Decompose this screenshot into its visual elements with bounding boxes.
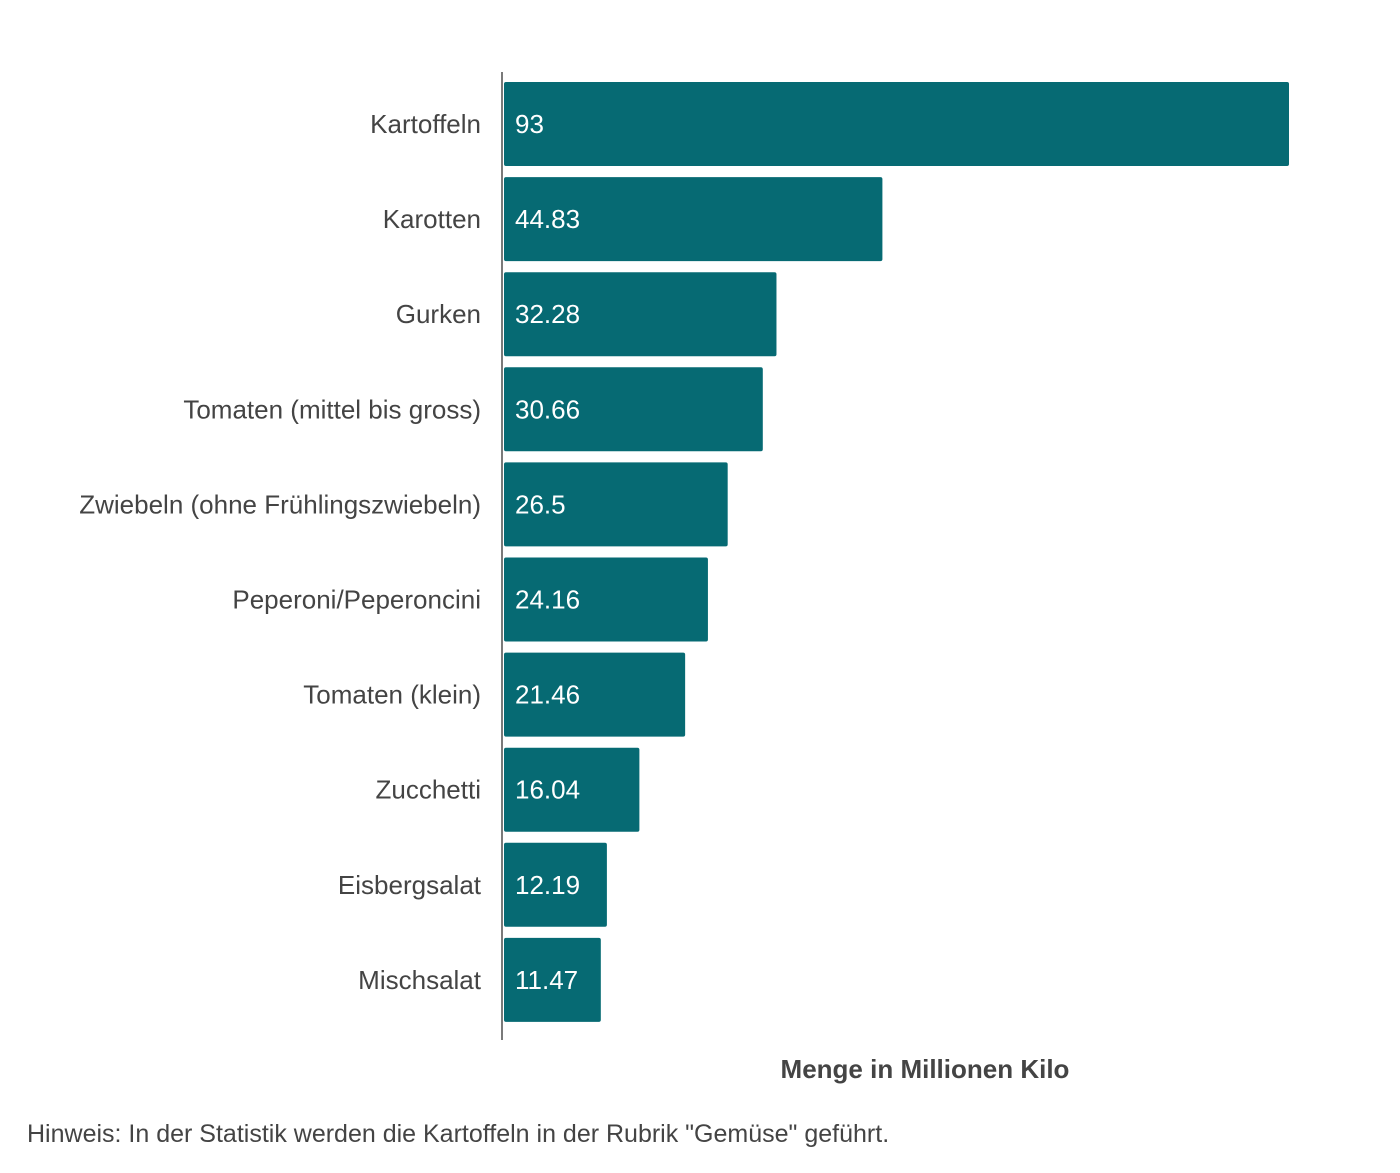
bar	[504, 272, 777, 357]
data-label: 12.19	[515, 870, 580, 900]
bar	[504, 177, 883, 262]
bar	[504, 367, 763, 452]
category-label: Zucchetti	[376, 775, 482, 805]
data-label: 24.16	[515, 585, 580, 615]
data-label: 11.47	[515, 965, 578, 995]
x-axis-label: Menge in Millionen Kilo	[781, 1054, 1070, 1084]
category-label: Tomaten (mittel bis gross)	[183, 394, 481, 424]
data-label: 93	[515, 109, 544, 139]
category-label: Kartoffeln	[370, 109, 481, 139]
bar	[504, 747, 640, 832]
bar	[504, 842, 607, 927]
category-label: Zwiebeln (ohne Frühlingszwiebeln)	[79, 489, 481, 519]
bar	[504, 82, 1289, 166]
data-label: 44.83	[515, 204, 580, 234]
data-label: 26.5	[515, 489, 566, 519]
category-label: Karotten	[383, 204, 481, 234]
bar	[504, 557, 708, 642]
bar	[504, 462, 728, 547]
category-label: Eisbergsalat	[338, 870, 482, 900]
data-label: 21.46	[515, 680, 580, 710]
bar	[504, 937, 601, 1022]
data-label: 30.66	[515, 394, 580, 424]
category-label: Gurken	[396, 299, 481, 329]
data-label: 32.28	[515, 299, 580, 329]
data-label: 16.04	[515, 775, 580, 805]
bars-group: Kartoffeln 93 Karotten 44.83 Gurken 32.28 Toma…	[79, 82, 1289, 1022]
category-label: Peperoni/Peperoncini	[232, 585, 481, 615]
category-label: Tomaten (klein)	[303, 680, 481, 710]
category-label: Mischsalat	[358, 965, 482, 995]
footnote: Hinweis: In der Statistik werden die Kar…	[27, 1120, 889, 1148]
bar	[504, 652, 686, 737]
